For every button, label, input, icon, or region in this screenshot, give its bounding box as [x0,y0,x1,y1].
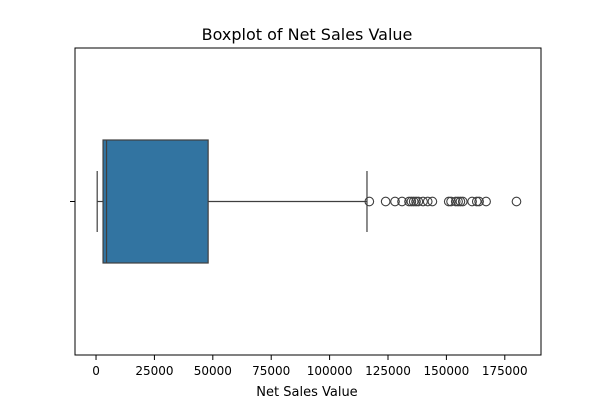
outlier-point [390,196,400,207]
x-tick-label: 50000 [194,364,232,378]
x-tick-label: 25000 [135,364,173,378]
x-tick-label: 125000 [365,364,411,378]
outlier-point [408,196,419,207]
outlier-point [422,196,433,207]
outlier-point [397,196,407,207]
outlier-point [453,196,463,207]
x-tick-label: 175000 [482,364,528,378]
iqr-box [102,139,209,264]
x-tick-label: 0 [92,364,100,378]
outlier-point [380,196,391,207]
x-tick-label: 100000 [307,364,353,378]
x-axis-label: Net Sales Value [256,385,357,400]
outlier-point [427,196,438,207]
outlier-point [457,196,468,207]
outlier-point [404,196,414,207]
outlier-point [471,196,482,207]
outlier-point [450,196,461,207]
x-tick-label: 150000 [423,364,469,378]
outlier-point [474,196,484,207]
outlier-point [411,196,421,207]
chart-title: Boxplot of Net Sales Value [202,25,413,44]
outlier-point [364,196,375,207]
outlier-point [406,196,417,207]
outlier-point [418,196,428,207]
outlier-point [413,196,424,207]
plot-area: 0 25000 50000 75000 100000 125000 150000 175000 [70,47,542,378]
x-tick-label: 75000 [252,364,290,378]
outlier-point [446,196,456,207]
outlier-point [443,196,454,207]
outlier-point [511,196,522,207]
outlier-point [455,196,466,207]
outlier-point [467,196,477,207]
outlier-point [481,196,491,207]
